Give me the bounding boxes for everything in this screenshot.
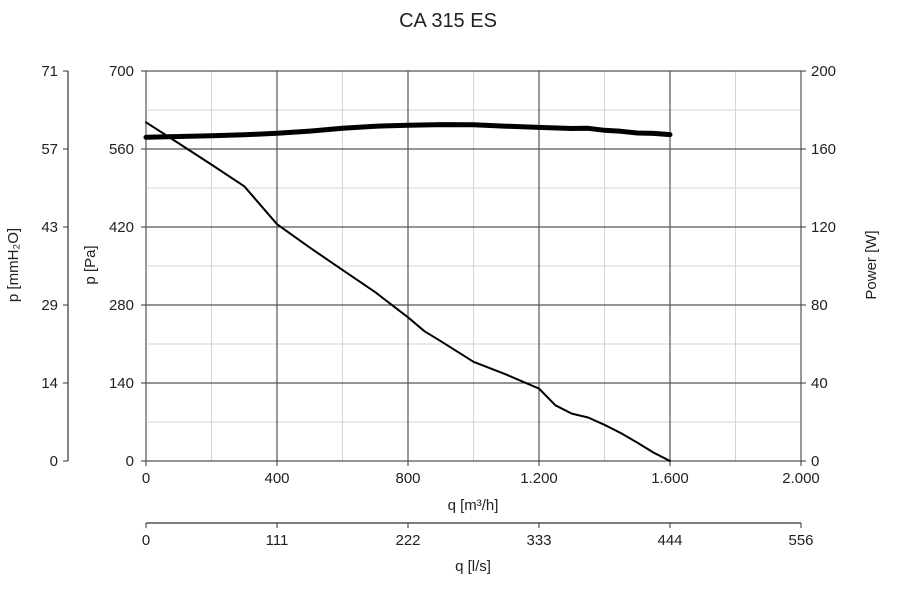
y-left-tick-label: 700 [109, 63, 134, 80]
x-tick-label: 800 [395, 470, 420, 487]
x2-tick-label: 333 [526, 532, 551, 549]
axes [63, 70, 806, 528]
power-curve-line [143, 122, 673, 140]
y-right-tick-label: 80 [811, 297, 828, 314]
y-right-tick-label: 200 [811, 63, 836, 80]
y-right-tick-label: 0 [811, 453, 819, 470]
y-outer-tick-label: 0 [50, 453, 58, 470]
pressure-curve-line [145, 121, 671, 462]
y-left-tick-label: 280 [109, 297, 134, 314]
series-layer [143, 121, 673, 462]
y-right-tick-label: 160 [811, 141, 836, 158]
y-left-axis-title: p [Pa] [82, 245, 99, 284]
y-outer-tick-label: 43 [41, 219, 58, 236]
y-left-tick-label: 0 [126, 453, 134, 470]
y-outer-tick-label: 14 [41, 375, 58, 392]
grid-lines [145, 70, 802, 462]
x-tick-label: 1.600 [651, 470, 689, 487]
x2-tick-label: 0 [142, 532, 150, 549]
y-right-tick-label: 120 [811, 219, 836, 236]
y-right-axis-title: Power [W] [863, 230, 880, 299]
x-tick-label: 1.200 [520, 470, 558, 487]
x-tick-label: 2.000 [782, 470, 820, 487]
x-tick-label: 0 [142, 470, 150, 487]
y-outer-axis-title: p [mmH₂O] [5, 228, 22, 302]
x2-tick-label: 222 [395, 532, 420, 549]
x-axis-title: q [m³/h] [448, 497, 499, 514]
x2-tick-label: 111 [266, 532, 289, 549]
x2-tick-label: 556 [788, 532, 813, 549]
chart-title: CA 315 ES [399, 10, 497, 32]
x-tick-label: 400 [264, 470, 289, 487]
y-outer-tick-label: 71 [41, 63, 58, 80]
y-left-tick-label: 140 [109, 375, 134, 392]
y-left-tick-label: 420 [109, 219, 134, 236]
y-right-tick-label: 40 [811, 375, 828, 392]
x2-axis-title: q [l/s] [455, 558, 491, 575]
x2-tick-label: 444 [657, 532, 682, 549]
y-outer-tick-label: 57 [41, 141, 58, 158]
y-left-tick-label: 560 [109, 141, 134, 158]
y-outer-tick-label: 29 [41, 297, 58, 314]
